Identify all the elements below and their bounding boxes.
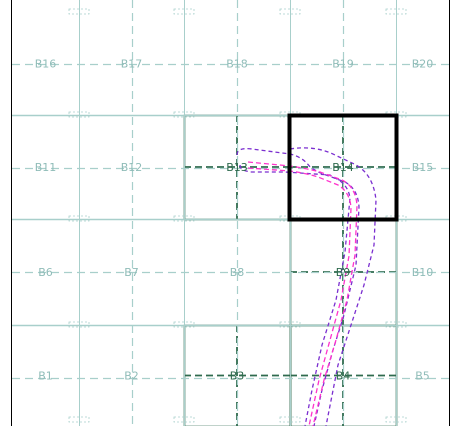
cell-B5[interactable]: B5 xyxy=(415,370,430,383)
cell-B13[interactable]: B13 xyxy=(226,161,248,174)
route-outline-left xyxy=(236,147,360,426)
cell-B4[interactable]: B4 xyxy=(336,370,351,383)
cell-label: B17 xyxy=(121,58,143,71)
cell-B14[interactable]: B14 xyxy=(332,161,354,174)
cell-label: B16 xyxy=(35,58,57,71)
grid-tick-mark xyxy=(385,321,407,328)
cell-label: B7 xyxy=(124,266,139,279)
cell-label: B9 xyxy=(336,266,351,279)
cell-B17[interactable]: B17 xyxy=(121,58,143,71)
cell-label: B13 xyxy=(226,161,248,174)
cell-label: B2 xyxy=(124,370,139,383)
cell-label: B3 xyxy=(230,370,245,383)
cell-label: B19 xyxy=(332,58,354,71)
cell-B9[interactable]: B9 xyxy=(336,266,351,279)
cell-label: B15 xyxy=(412,161,434,174)
cell-label: B14 xyxy=(332,161,354,174)
selected-cell-highlight[interactable] xyxy=(287,113,399,222)
cell-label: B6 xyxy=(38,266,53,279)
grid-tick-mark xyxy=(279,8,301,15)
cell-B10[interactable]: B10 xyxy=(412,266,434,279)
route-corridor xyxy=(236,147,377,426)
grid-tick-mark xyxy=(68,111,90,118)
grid-tick-mark xyxy=(68,416,90,423)
cell-label: B5 xyxy=(415,370,430,383)
cell-B16[interactable]: B16 xyxy=(35,58,57,71)
grid-tick-mark xyxy=(279,416,301,423)
grid-tick-mark xyxy=(173,111,195,118)
cell-B8[interactable]: B8 xyxy=(230,266,245,279)
grid-tick-mark xyxy=(68,321,90,328)
cell-labels: B16 B17 B18 B19 B20 B11 B12 B13 B14 B15 B6 B7 B8 B9 B1… xyxy=(35,58,434,383)
cell-label: B18 xyxy=(226,58,248,71)
cell-B18[interactable]: B18 xyxy=(226,58,248,71)
grid-tick-mark xyxy=(173,8,195,15)
grid-tick-mark xyxy=(385,8,407,15)
cell-B12[interactable]: B12 xyxy=(121,161,143,174)
cell-label: B8 xyxy=(230,266,245,279)
cell-B1[interactable]: B1 xyxy=(38,370,53,383)
cell-B2[interactable]: B2 xyxy=(124,370,139,383)
cell-B7[interactable]: B7 xyxy=(124,266,139,279)
cell-B19[interactable]: B19 xyxy=(332,58,354,71)
cell-label: B12 xyxy=(121,161,143,174)
grid-tick-mark xyxy=(173,416,195,423)
cell-B3[interactable]: B3 xyxy=(230,370,245,383)
grid-tick-mark xyxy=(279,321,301,328)
route-centerline-a xyxy=(247,161,358,426)
grid-tick-mark xyxy=(68,215,90,222)
cell-label: B4 xyxy=(336,370,351,383)
cell-label: B10 xyxy=(412,266,434,279)
grid-tick-mark xyxy=(385,416,407,423)
cell-B11[interactable]: B11 xyxy=(35,161,57,174)
cell-label: B11 xyxy=(35,161,57,174)
grid-tick-mark xyxy=(385,111,407,118)
cell-B20[interactable]: B20 xyxy=(412,58,434,71)
cell-B15[interactable]: B15 xyxy=(412,161,434,174)
grid-tick-mark xyxy=(68,8,90,15)
cell-label: B20 xyxy=(412,58,434,71)
grid-tick-mark xyxy=(279,111,301,118)
route-centerline-b xyxy=(247,167,352,426)
grid-tick-mark xyxy=(173,321,195,328)
cell-label: B1 xyxy=(38,370,53,383)
route-outline-outer xyxy=(289,147,377,426)
grid-tick-mark xyxy=(173,215,195,222)
cell-B6[interactable]: B6 xyxy=(38,266,53,279)
